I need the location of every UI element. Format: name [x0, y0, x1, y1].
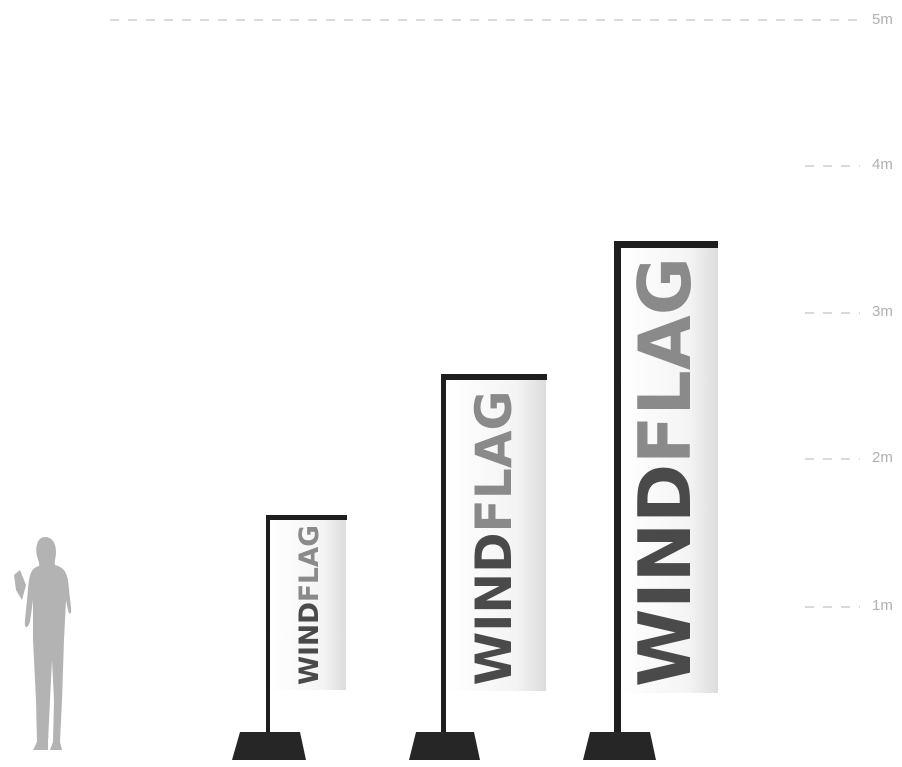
scale-label: 2m: [872, 449, 893, 466]
scale-label: 1m: [872, 597, 893, 614]
flag-large: WINDFLAG: [583, 241, 718, 760]
flag-text-light: FLAG: [623, 257, 707, 464]
pole: [614, 243, 621, 735]
flag-text-dark: WIND: [465, 532, 523, 685]
flag-arm: [266, 515, 347, 520]
flag-text: WINDFLAG: [294, 525, 325, 685]
flag-text: WINDFLAG: [465, 391, 523, 686]
flag-text: WINDFLAG: [623, 257, 707, 687]
flag-medium: WINDFLAG: [409, 374, 547, 760]
flag-arm: [441, 374, 547, 380]
scale-label: 4m: [872, 156, 893, 173]
flag-small: WINDFLAG: [232, 515, 347, 760]
flag-text-dark: WIND: [294, 602, 325, 685]
flag-text-light: FLAG: [465, 391, 523, 533]
flag-arm: [614, 241, 718, 248]
pole: [266, 517, 270, 735]
scale-label: 3m: [872, 303, 893, 320]
person-arm: [14, 570, 26, 600]
flag-size-diagram: 5m 4m 3m 2m 1m WINDFLAG WINDFLAG WINDFLA…: [0, 0, 902, 767]
person-silhouette: [25, 537, 71, 750]
base: [583, 732, 656, 760]
flag-text-dark: WIND: [623, 464, 707, 687]
base: [232, 732, 306, 760]
pole: [441, 376, 446, 735]
flag-text-light: FLAG: [294, 525, 325, 602]
scale-label: 5m: [872, 11, 893, 28]
base: [409, 732, 480, 760]
